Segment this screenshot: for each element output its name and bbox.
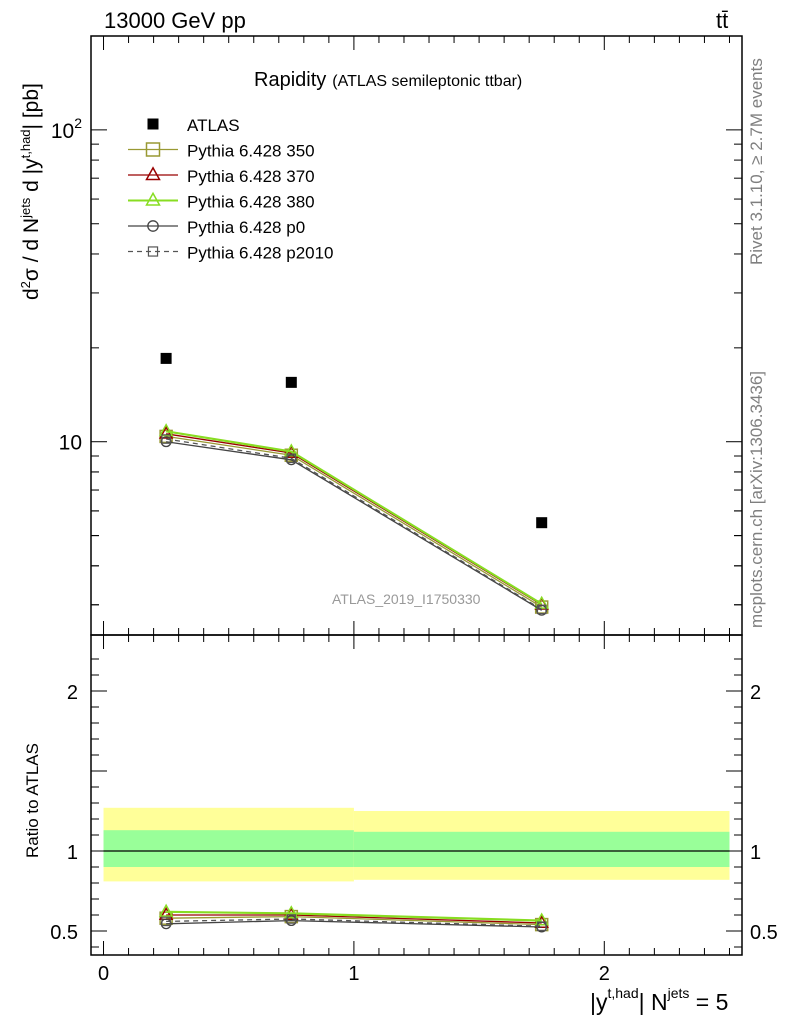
ratio-point-p0 <box>160 918 172 930</box>
series-point-p350 <box>159 429 173 444</box>
legend-marker-p370 <box>145 166 161 181</box>
legend-marker-p380 <box>145 191 161 206</box>
legend-label-p370: Pythia 6.428 370 <box>187 167 315 186</box>
ratio-y-tick-label-right: 2 <box>750 682 761 704</box>
x-axis-title: |yt,had| Njets = 5 <box>590 985 728 1015</box>
ratio-point-p380 <box>158 903 174 917</box>
energy-label: 13000 GeV pp <box>104 8 246 33</box>
ratio-band-inner <box>353 831 730 867</box>
ratio-panel: 0 1 2 0.5 0.5 1 1 2 2 <box>50 36 778 985</box>
series-point-p0 <box>160 436 172 448</box>
ratio-line-p0 <box>166 919 542 928</box>
legend-label-p2010: Pythia 6.428 p2010 <box>187 244 334 263</box>
ratio-line-p350 <box>166 915 542 926</box>
rivet-label: Rivet 3.1.10, ≥ 2.7M events <box>747 58 766 265</box>
series-line-p370 <box>166 433 543 606</box>
legend-marker-p0 <box>147 220 159 232</box>
series-point-p380 <box>158 423 174 437</box>
y-tick-exponent: 2 <box>74 115 82 131</box>
ratio-line-p2010 <box>166 918 542 927</box>
legend-marker-p2010 <box>147 246 159 257</box>
ratio-line-p380 <box>166 910 542 922</box>
analysis-watermark: ATLAS_2019_I1750330 <box>332 591 481 607</box>
series-point-p380 <box>284 443 299 457</box>
legend-label-p0: Pythia 6.428 p0 <box>187 218 305 237</box>
y-axis-title-upper: d2σ / d Njets d |yt,had| [pb] <box>18 83 43 300</box>
legend: ATLAS Pythia 6.428 350 Pythia 6.428 370 Pyt… <box>128 116 334 263</box>
legend-label-p350: Pythia 6.428 350 <box>187 142 315 161</box>
x-tick-label: 0 <box>98 963 109 985</box>
y-tick-label: 102 <box>51 115 82 143</box>
series-line-p380 <box>165 430 543 605</box>
atlas-data-point <box>536 517 548 529</box>
chart-title: Rapidity (ATLAS semileptonic ttbar) <box>254 69 522 91</box>
ratio-y-tick-label-right: 0.5 <box>750 922 778 944</box>
series-point-p2010 <box>536 604 547 615</box>
series-point-p2010 <box>286 453 297 464</box>
series-point-p2010 <box>161 434 171 444</box>
x-tick-label: 1 <box>348 963 359 985</box>
atlas-data-point <box>285 376 297 388</box>
legend-label-p380: Pythia 6.428 380 <box>187 193 315 212</box>
series-line-p350 <box>166 435 543 608</box>
series-line-p2010 <box>166 438 543 610</box>
atlas-data-point <box>160 352 172 364</box>
legend-label-atlas: ATLAS <box>187 116 240 135</box>
ratio-point-p2010 <box>161 916 171 927</box>
ratio-y-tick-label-right: 1 <box>750 842 761 864</box>
legend-marker-p350 <box>145 142 161 157</box>
ratio-y-tick-label: 2 <box>67 682 78 704</box>
ratio-point-p2010 <box>536 921 547 931</box>
series-line-p0 <box>166 441 543 611</box>
ratio-y-tick-label: 0.5 <box>50 922 78 944</box>
x-tick-label: 2 <box>599 963 610 985</box>
ratio-point-p380 <box>534 912 549 926</box>
ratio-band-inner <box>103 830 354 867</box>
process-label: tt̄ <box>716 8 728 33</box>
ratio-y-tick-label: 1 <box>67 842 78 864</box>
ratio-point-p380 <box>284 905 299 919</box>
mcplots-label: mcplots.cern.ch [arXiv:1306.3436] <box>747 371 766 628</box>
series-point-p380 <box>534 595 549 609</box>
y-axis-title-ratio: Ratio to ATLAS <box>23 743 42 858</box>
ratio-point-p2010 <box>286 914 297 924</box>
y-tick-label: 10 <box>59 432 82 455</box>
ratio-frame <box>90 634 743 956</box>
legend-marker-atlas <box>147 118 159 130</box>
